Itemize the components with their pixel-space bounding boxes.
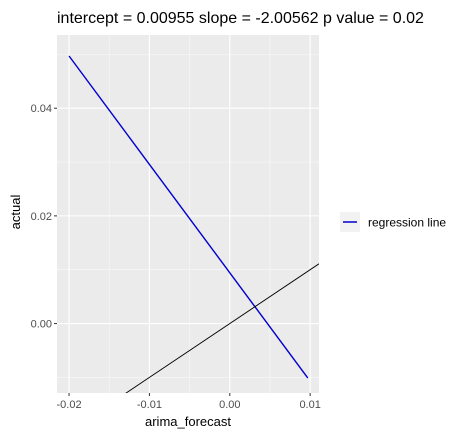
y-tick-label: 0.02 bbox=[31, 211, 52, 223]
y-axis-title: actual bbox=[8, 195, 23, 230]
x-tick-label: -0.01 bbox=[137, 399, 162, 411]
legend-label-regression-line: regression line bbox=[368, 216, 446, 230]
y-tick-label: 0.04 bbox=[31, 103, 52, 115]
series-layer bbox=[68, 55, 319, 393]
x-tick-label: -0.02 bbox=[57, 399, 82, 411]
grid-major bbox=[57, 35, 319, 393]
y-axis-ticks: 0.00 0.02 0.04 bbox=[31, 103, 57, 331]
x-tick-label: 0.01 bbox=[299, 399, 320, 411]
regression-line bbox=[68, 55, 309, 379]
x-tick-label: 0.00 bbox=[219, 399, 240, 411]
reference-line bbox=[125, 263, 319, 393]
x-axis-ticks: -0.02 -0.01 0.00 0.01 bbox=[57, 393, 321, 411]
x-axis-title: arima_forecast bbox=[145, 414, 231, 429]
legend: regression line bbox=[340, 212, 446, 232]
y-tick-label: 0.00 bbox=[31, 319, 52, 331]
grid-minor bbox=[57, 35, 319, 393]
plot-title: intercept = 0.00955 slope = -2.00562 p v… bbox=[57, 10, 424, 27]
